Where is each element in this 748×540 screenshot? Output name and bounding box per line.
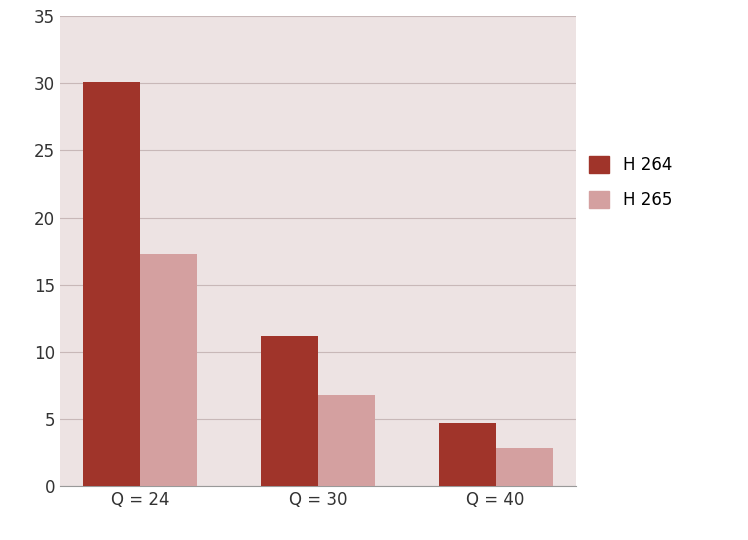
Bar — [439, 423, 496, 486]
Bar — [261, 336, 318, 486]
Bar — [140, 254, 197, 486]
Bar — [318, 395, 375, 486]
Bar — [83, 82, 140, 486]
Legend: H 264, H 265: H 264, H 265 — [589, 156, 672, 209]
Bar — [496, 448, 553, 486]
